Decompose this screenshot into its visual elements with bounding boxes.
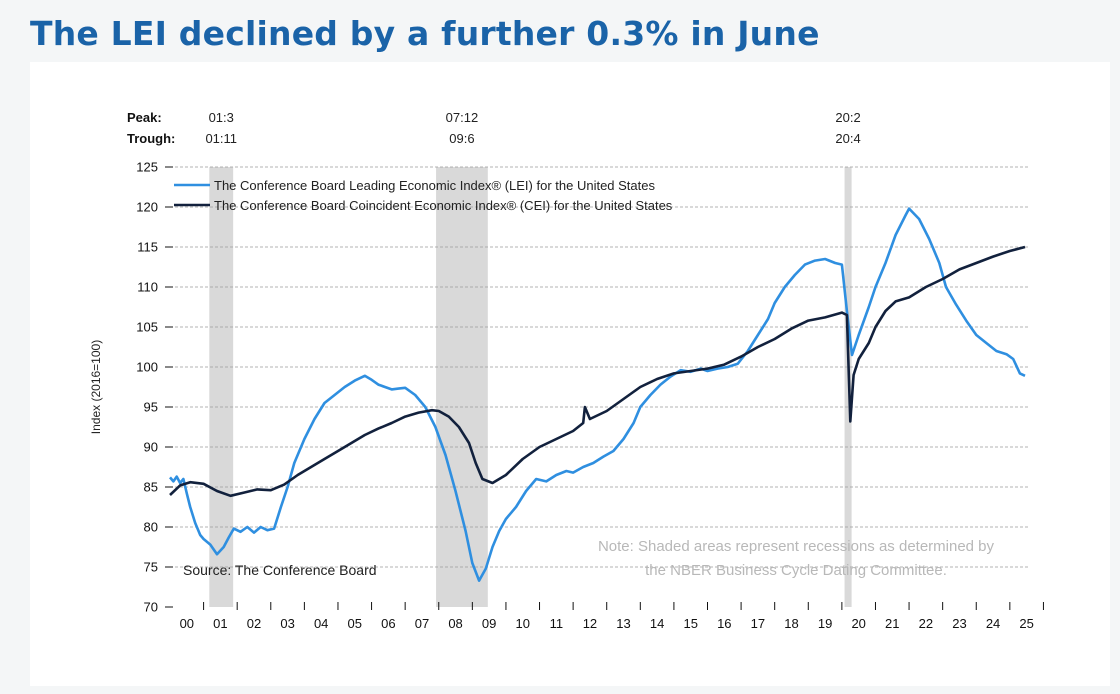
y-tick-label-4: 90 (144, 440, 158, 455)
x-tick-label-18: 18 (784, 616, 798, 631)
recession-trough-label-1: 09:6 (449, 131, 474, 146)
y-tick-label-11: 125 (136, 160, 158, 175)
x-tick-label-8: 08 (448, 616, 462, 631)
trough-heading: Trough: (127, 131, 175, 146)
y-tick-label-7: 105 (136, 320, 158, 335)
legend-cei-label: The Conference Board Coincident Economic… (214, 198, 673, 213)
y-tick-label-2: 80 (144, 520, 158, 535)
y-tick-label-5: 95 (144, 400, 158, 415)
chart-panel: 01:3 01:11 07:12 09:6 20:2 20:4 Peak: Trough: 70… (30, 62, 1110, 686)
recession-band-1 (436, 167, 488, 607)
page-title: The LEI declined by a further 0.3% in Ju… (30, 14, 820, 53)
chart-text: 01:3 01:11 07:12 09:6 20:2 20:4 Peak: Trough: 70… (89, 110, 1034, 631)
recession-trough-label-0: 01:11 (205, 131, 237, 146)
cei-series-line (169, 245, 1026, 498)
lei-cei-line-chart: 01:3 01:11 07:12 09:6 20:2 20:4 Peak: Trough: 70… (89, 110, 1044, 631)
x-tick-label-7: 07 (415, 616, 429, 631)
recession-note-line-1: Note: Shaded areas represent recessions … (598, 538, 995, 555)
lei-series-line (169, 207, 1026, 582)
x-tick-label-19: 19 (818, 616, 832, 631)
gridlines (170, 166, 1030, 568)
x-tick-label-21: 21 (885, 616, 899, 631)
y-tick-label-10: 120 (136, 200, 158, 215)
x-tick-label-16: 16 (717, 616, 731, 631)
x-tick-label-24: 24 (986, 616, 1000, 631)
x-tick-label-0: 00 (180, 616, 194, 631)
x-tick-label-2: 02 (247, 616, 261, 631)
x-tick-label-3: 03 (280, 616, 294, 631)
x-tick-label-11: 11 (550, 616, 564, 631)
source-note: Source: The Conference Board (183, 562, 377, 578)
y-tick-label-1: 75 (144, 560, 158, 575)
x-tick-label-6: 06 (381, 616, 395, 631)
recession-note-line-2: the NBER Business Cycle Dating Committee… (645, 562, 947, 579)
y-tick-label-0: 70 (144, 600, 158, 615)
x-tick-label-10: 10 (516, 616, 530, 631)
x-tick-label-22: 22 (919, 616, 933, 631)
axes (165, 166, 1044, 610)
y-tick-label-8: 110 (137, 280, 158, 295)
x-tick-label-13: 13 (616, 616, 630, 631)
x-tick-label-4: 04 (314, 616, 328, 631)
x-tick-label-23: 23 (952, 616, 966, 631)
x-tick-label-12: 12 (583, 616, 597, 631)
x-tick-label-25: 25 (1019, 616, 1033, 631)
y-tick-label-3: 85 (144, 480, 158, 495)
recession-trough-label-2: 20:4 (835, 131, 860, 146)
recession-peak-label-0: 01:3 (209, 110, 234, 125)
x-tick-label-17: 17 (751, 616, 765, 631)
recession-peak-label-2: 20:2 (835, 110, 860, 125)
x-tick-label-15: 15 (683, 616, 697, 631)
legend-lei-label: The Conference Board Leading Economic In… (214, 178, 655, 193)
y-tick-label-9: 115 (137, 240, 158, 255)
x-tick-label-20: 20 (851, 616, 865, 631)
peak-heading: Peak: (127, 110, 162, 125)
y-axis-label: Index (2016=100) (89, 340, 103, 434)
recession-shading (209, 167, 852, 607)
x-tick-label-9: 09 (482, 616, 496, 631)
series-lines (169, 207, 1026, 582)
y-tick-label-6: 100 (136, 360, 158, 375)
recession-band-0 (209, 167, 234, 607)
x-tick-label-1: 01 (213, 616, 227, 631)
x-tick-label-5: 05 (348, 616, 362, 631)
recession-peak-label-1: 07:12 (446, 110, 479, 125)
x-tick-label-14: 14 (650, 616, 664, 631)
